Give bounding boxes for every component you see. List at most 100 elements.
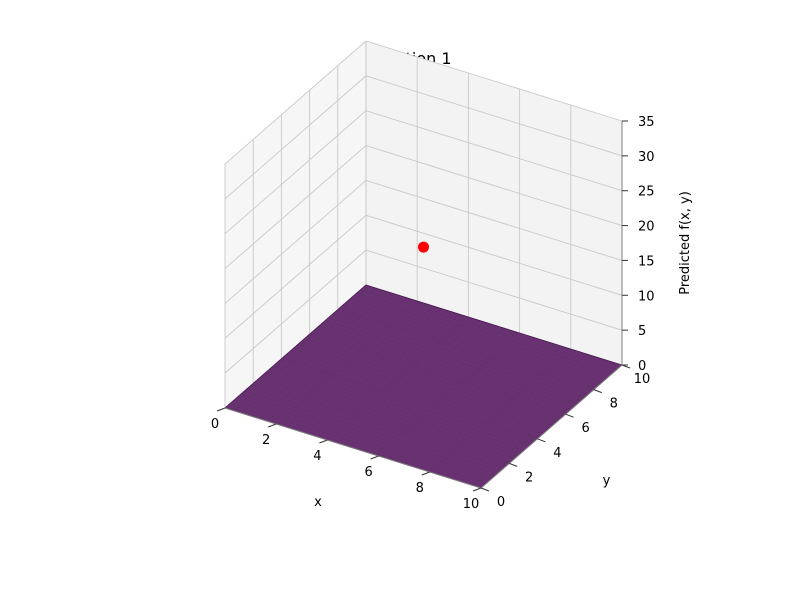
axis-lines <box>224 121 623 489</box>
data-point <box>418 241 429 253</box>
z-tick-label: 20 <box>638 220 655 235</box>
surface-mesh-line <box>341 306 598 387</box>
surface-mesh-line <box>461 358 603 483</box>
surface-mesh-line <box>295 346 552 427</box>
x-tick-mark <box>472 487 482 492</box>
surface-mesh-line <box>320 324 577 406</box>
surface-mesh-line <box>410 342 552 467</box>
y-tick-label: 6 <box>581 421 589 436</box>
grid-line <box>224 110 367 235</box>
surface-mesh-line <box>384 334 527 459</box>
surface-mesh-line <box>442 352 584 477</box>
surface-mesh-line <box>391 336 533 461</box>
grid-line <box>365 214 623 296</box>
y-tick-label: 8 <box>610 397 618 412</box>
y-axis-line <box>480 364 623 489</box>
grid-line <box>365 145 623 227</box>
z-tick-label: 15 <box>638 254 655 269</box>
y-tick-mark <box>480 487 490 492</box>
x-tick-label: 4 <box>313 449 321 464</box>
z-tick-labels: 0 5 10 15 20 25 30 35 <box>638 115 655 374</box>
x-tick-label: 10 <box>463 497 480 512</box>
surface-mesh-line <box>429 348 571 473</box>
surface-mesh-line <box>423 346 565 471</box>
x-axis-label: x <box>314 495 322 510</box>
surface-mesh-line <box>330 315 587 396</box>
y-tick-mark <box>565 413 574 418</box>
surface-mesh-line <box>355 294 612 375</box>
surface-mesh-line <box>416 344 559 469</box>
z-tick-label: 0 <box>638 359 646 374</box>
surface-mesh-line <box>323 321 580 403</box>
z-tick-label: 25 <box>638 185 655 200</box>
grid-line <box>365 40 623 122</box>
surface-mesh-line <box>359 326 501 451</box>
surface-mesh-line <box>309 334 566 415</box>
surface-mesh-line <box>306 337 563 418</box>
x-tick-mark <box>370 455 379 460</box>
surface-mesh-line <box>365 328 507 453</box>
x-axis-line <box>224 407 482 489</box>
surface-mesh-line <box>436 350 578 475</box>
x-tick-label: 0 <box>211 417 219 432</box>
points-group <box>418 241 429 253</box>
surface-mesh-line <box>455 356 597 481</box>
surface-mesh-line <box>313 330 570 412</box>
surface-mesh-line <box>404 340 546 465</box>
y-tick-mark <box>509 462 518 467</box>
y-axis-label: y <box>603 474 611 489</box>
z-tick-label: 35 <box>638 115 655 130</box>
surface-mesh-line <box>337 309 594 390</box>
grid-line <box>224 40 367 165</box>
y-tick-label: 2 <box>525 470 533 485</box>
pane-back <box>366 41 622 365</box>
x-tick-label: 2 <box>262 433 270 448</box>
grid-line <box>365 249 623 331</box>
x-tick-mark <box>421 471 430 476</box>
z-axis-label: Predicted f(x, y) <box>678 191 693 295</box>
surface-mesh-line <box>397 338 539 463</box>
z-tick-label: 5 <box>638 324 646 339</box>
tick-marks <box>216 120 631 492</box>
surface-mesh-line <box>334 312 591 393</box>
grid-line <box>224 214 367 339</box>
x-tick-mark <box>216 407 226 412</box>
surface-mesh-line <box>316 327 573 409</box>
surface-mesh-line <box>362 287 619 369</box>
surface-mesh-line <box>351 297 608 378</box>
y-tick-label: 10 <box>634 372 651 387</box>
grid-line <box>224 145 367 269</box>
grid-line <box>365 110 623 192</box>
surface-mesh-line <box>358 290 616 372</box>
surface-mesh-line <box>302 340 559 421</box>
surface-mesh-line <box>344 303 601 384</box>
z-tick-label: 30 <box>638 150 655 165</box>
surface-mesh-line <box>327 318 584 399</box>
y-tick-mark <box>537 438 546 443</box>
grid-line <box>365 179 623 261</box>
x-tick-mark <box>319 439 328 444</box>
x-tick-mark <box>268 423 277 428</box>
y-tick-labels: 0 2 4 6 8 10 <box>497 372 650 510</box>
surface-mesh-line <box>378 332 520 457</box>
surface-mesh-line <box>372 330 514 455</box>
surface-group <box>224 284 623 489</box>
grid-line <box>224 180 367 304</box>
z-tick-label: 10 <box>638 289 655 304</box>
y-tick-label: 0 <box>497 495 505 510</box>
surface-mesh-line <box>468 360 610 485</box>
pane-left <box>225 41 366 408</box>
grid-line <box>224 249 367 374</box>
y-tick-label: 4 <box>553 446 561 461</box>
surface-mesh-line <box>348 300 605 381</box>
y-tick-mark <box>593 389 602 394</box>
grid-line <box>365 75 623 157</box>
surface-mesh-line <box>474 362 616 487</box>
surface-mesh-line <box>448 354 591 479</box>
surface-mesh-line <box>298 343 556 424</box>
grid-line <box>224 75 367 200</box>
x-tick-label: 6 <box>364 465 372 480</box>
x-tick-labels: 0 2 4 6 8 10 <box>211 417 479 512</box>
x-tick-label: 8 <box>416 481 424 496</box>
